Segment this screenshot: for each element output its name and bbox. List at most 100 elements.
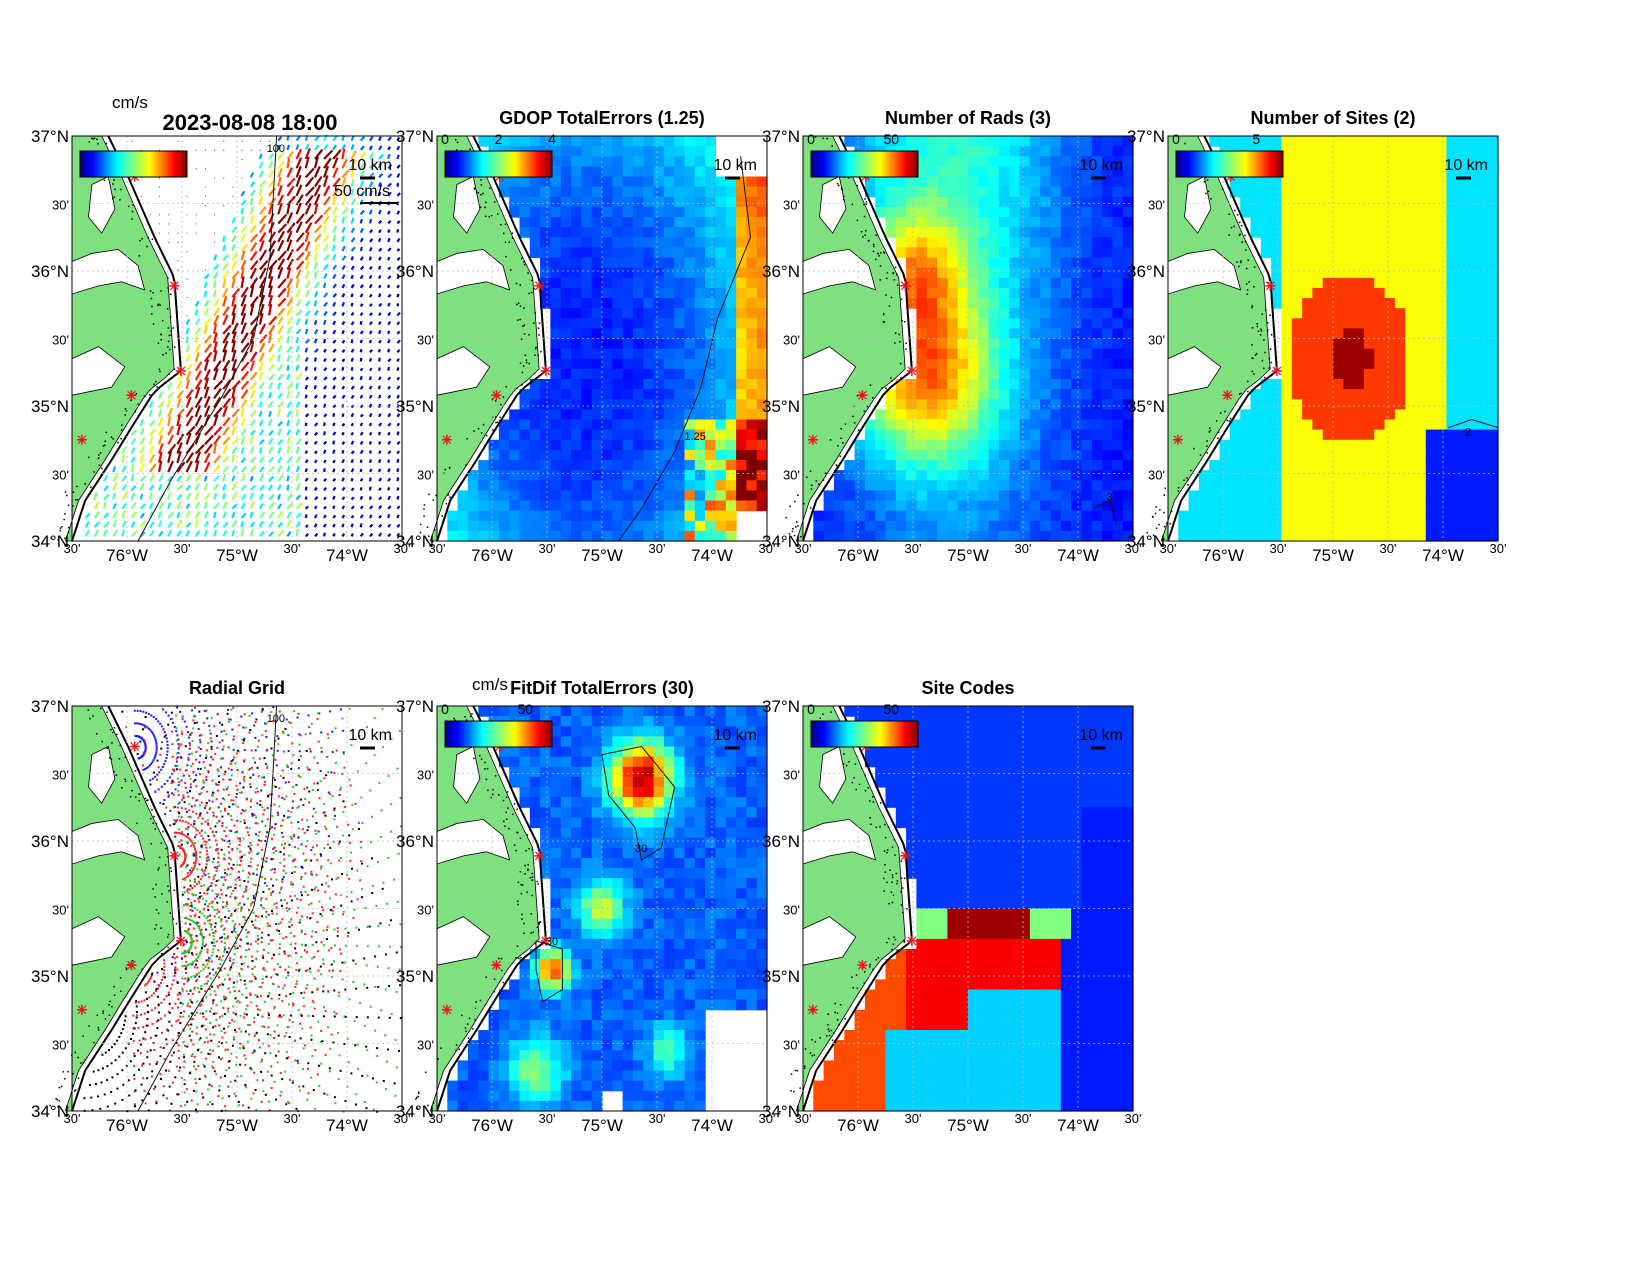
colorbar-tick-label: 0 bbox=[807, 701, 815, 717]
lat-tick-label: 30' bbox=[783, 333, 800, 348]
lat-tick-label: 35°N bbox=[396, 967, 434, 986]
lon-tick-label: 75°W bbox=[581, 1116, 623, 1135]
site-marker bbox=[906, 935, 917, 946]
lon-tick-label: 75°W bbox=[947, 1116, 989, 1135]
lon-tick-label: 75°W bbox=[1312, 546, 1354, 565]
axes-box bbox=[802, 705, 1134, 1112]
lat-tick-label: 30' bbox=[417, 333, 434, 348]
vector-scale-label: 50 cm/s bbox=[334, 183, 390, 200]
sound-water bbox=[88, 175, 116, 234]
lon-tick-label: 76°W bbox=[1202, 546, 1244, 565]
site-marker bbox=[76, 434, 87, 445]
contour-label: 30 bbox=[546, 936, 558, 948]
colorbar bbox=[810, 150, 919, 178]
lat-tick-label: 37°N bbox=[1127, 127, 1165, 146]
lat-tick-label: 30' bbox=[52, 333, 69, 348]
site-marker bbox=[900, 280, 911, 291]
colorbar bbox=[1175, 150, 1284, 178]
lat-tick-label: 36°N bbox=[396, 832, 434, 851]
panel-title: Site Codes bbox=[921, 678, 1014, 698]
lat-tick-label: 37°N bbox=[396, 697, 434, 716]
lon-tick-label: 30' bbox=[1125, 541, 1142, 556]
colorbar-tick-label: 50 bbox=[517, 701, 533, 717]
lat-tick-label: 30' bbox=[52, 198, 69, 213]
axes-box bbox=[71, 135, 403, 542]
lon-tick-label: 74°W bbox=[691, 546, 733, 565]
lat-tick-label: 30' bbox=[417, 198, 434, 213]
contour-label: 2 bbox=[1465, 427, 1471, 439]
scale-label: 10 km bbox=[713, 727, 757, 744]
lon-tick-label: 30' bbox=[394, 541, 411, 556]
lon-tick-label: 30' bbox=[759, 1111, 776, 1126]
land-mainland bbox=[64, 705, 175, 1112]
colorbar bbox=[810, 720, 919, 748]
lat-tick-label: 30' bbox=[1148, 333, 1165, 348]
contour-line bbox=[535, 940, 563, 1003]
lon-tick-label: 76°W bbox=[471, 1116, 513, 1135]
sound-water bbox=[71, 248, 146, 295]
sound-water bbox=[802, 818, 877, 865]
lon-tick-label: 30' bbox=[174, 1111, 191, 1126]
axes-box bbox=[71, 705, 403, 1112]
site-marker bbox=[1222, 390, 1233, 401]
lon-tick-label: 30' bbox=[539, 1111, 556, 1126]
contour-label: 30 bbox=[635, 843, 647, 855]
land-mainland bbox=[429, 705, 540, 1112]
scale-label: 10 km bbox=[348, 157, 392, 174]
lon-tick-label: 30' bbox=[795, 541, 812, 556]
sound-water bbox=[88, 745, 116, 804]
site-marker bbox=[807, 434, 818, 445]
lon-tick-label: 76°W bbox=[837, 1116, 879, 1135]
lon-tick-label: 30' bbox=[759, 541, 776, 556]
site-marker bbox=[900, 850, 911, 861]
contour-line bbox=[137, 705, 278, 1112]
colorbar-tick-label: 0 bbox=[1172, 131, 1180, 147]
lat-tick-label: 35°N bbox=[762, 967, 800, 986]
lon-tick-label: 30' bbox=[1270, 541, 1287, 556]
lat-tick-label: 30' bbox=[783, 468, 800, 483]
colorbar bbox=[444, 150, 553, 178]
sound-water bbox=[436, 818, 511, 865]
site-marker bbox=[534, 850, 545, 861]
lat-tick-label: 36°N bbox=[31, 262, 69, 281]
lon-tick-label: 30' bbox=[649, 541, 666, 556]
lon-tick-label: 75°W bbox=[216, 1116, 258, 1135]
lon-tick-label: 30' bbox=[174, 541, 191, 556]
lat-tick-label: 30' bbox=[417, 768, 434, 783]
lon-tick-label: 75°W bbox=[581, 546, 623, 565]
sound-water bbox=[819, 175, 847, 234]
site-marker bbox=[169, 850, 180, 861]
lon-tick-label: 30' bbox=[905, 1111, 922, 1126]
lon-tick-label: 74°W bbox=[1057, 546, 1099, 565]
panel-title: Radial Grid bbox=[189, 678, 285, 698]
panel-site-codes: 37°N30'36°N30'35°N30'34°N30' 76°W 30' 75°W 3… bbox=[762, 678, 1141, 1135]
lat-tick-label: 36°N bbox=[396, 262, 434, 281]
colorbar-tick-label: 0 bbox=[441, 701, 449, 717]
lat-tick-label: 37°N bbox=[31, 127, 69, 146]
lon-tick-label: 30' bbox=[1015, 1111, 1032, 1126]
scale-label: 10 km bbox=[348, 727, 392, 744]
colorbar bbox=[79, 150, 188, 178]
lat-tick-label: 36°N bbox=[1127, 262, 1165, 281]
lon-tick-label: 30' bbox=[284, 541, 301, 556]
axes-box bbox=[802, 135, 1134, 542]
lon-tick-label: 76°W bbox=[106, 1116, 148, 1135]
panel-title: GDOP TotalErrors (1.25) bbox=[499, 108, 704, 128]
sound-water bbox=[1184, 175, 1212, 234]
contour-label: 1.25 bbox=[685, 431, 706, 443]
panel-title: Number of Rads (3) bbox=[885, 108, 1051, 128]
site-marker bbox=[857, 960, 868, 971]
lat-tick-label: 36°N bbox=[762, 262, 800, 281]
lat-tick-label: 30' bbox=[52, 1038, 69, 1053]
land-mainland bbox=[795, 135, 906, 542]
colorbar bbox=[444, 720, 553, 748]
panel-number-of-rads: 337°N30'36°N30'35°N30'34°N30' 76°W 30' 75°W… bbox=[762, 108, 1141, 565]
site-marker bbox=[491, 390, 502, 401]
colorbar-tick-label: 5 bbox=[1252, 131, 1260, 147]
lon-tick-label: 76°W bbox=[106, 546, 148, 565]
lon-tick-label: 74°W bbox=[326, 1116, 368, 1135]
lon-tick-label: 30' bbox=[1160, 541, 1177, 556]
